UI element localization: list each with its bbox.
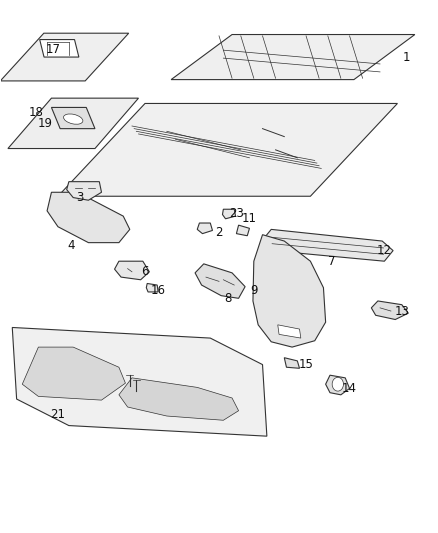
Polygon shape bbox=[284, 358, 300, 368]
Polygon shape bbox=[325, 375, 350, 395]
Polygon shape bbox=[195, 264, 245, 298]
Polygon shape bbox=[278, 325, 301, 338]
Polygon shape bbox=[223, 209, 236, 219]
Text: 13: 13 bbox=[394, 305, 409, 318]
Text: 6: 6 bbox=[141, 265, 149, 278]
Ellipse shape bbox=[64, 114, 83, 124]
Text: 9: 9 bbox=[250, 284, 258, 297]
Text: 11: 11 bbox=[242, 212, 257, 225]
Text: 12: 12 bbox=[377, 244, 392, 257]
Polygon shape bbox=[8, 98, 138, 149]
Polygon shape bbox=[197, 223, 212, 233]
Text: 3: 3 bbox=[76, 191, 83, 204]
Text: 14: 14 bbox=[342, 382, 357, 395]
Polygon shape bbox=[119, 378, 239, 420]
Polygon shape bbox=[0, 33, 129, 81]
Text: 16: 16 bbox=[151, 284, 166, 297]
Polygon shape bbox=[253, 235, 325, 347]
Polygon shape bbox=[146, 284, 158, 292]
Polygon shape bbox=[47, 192, 130, 243]
Text: 23: 23 bbox=[229, 207, 244, 220]
Polygon shape bbox=[371, 301, 408, 319]
Polygon shape bbox=[237, 225, 250, 236]
Text: 18: 18 bbox=[29, 106, 44, 119]
Text: 8: 8 bbox=[224, 292, 231, 305]
Polygon shape bbox=[58, 103, 397, 196]
Text: 2: 2 bbox=[215, 225, 223, 239]
Polygon shape bbox=[12, 327, 267, 436]
Text: 4: 4 bbox=[67, 239, 75, 252]
Text: 21: 21 bbox=[50, 408, 65, 422]
Polygon shape bbox=[115, 261, 149, 280]
Circle shape bbox=[332, 377, 343, 391]
Text: 15: 15 bbox=[299, 358, 314, 371]
Text: 1: 1 bbox=[403, 51, 410, 63]
Polygon shape bbox=[40, 39, 79, 57]
Polygon shape bbox=[171, 35, 415, 79]
Polygon shape bbox=[67, 182, 102, 200]
Text: 19: 19 bbox=[37, 117, 53, 130]
Polygon shape bbox=[22, 347, 125, 400]
Text: 7: 7 bbox=[328, 255, 336, 268]
Polygon shape bbox=[262, 229, 393, 261]
Polygon shape bbox=[51, 108, 95, 128]
Text: 17: 17 bbox=[46, 43, 61, 55]
